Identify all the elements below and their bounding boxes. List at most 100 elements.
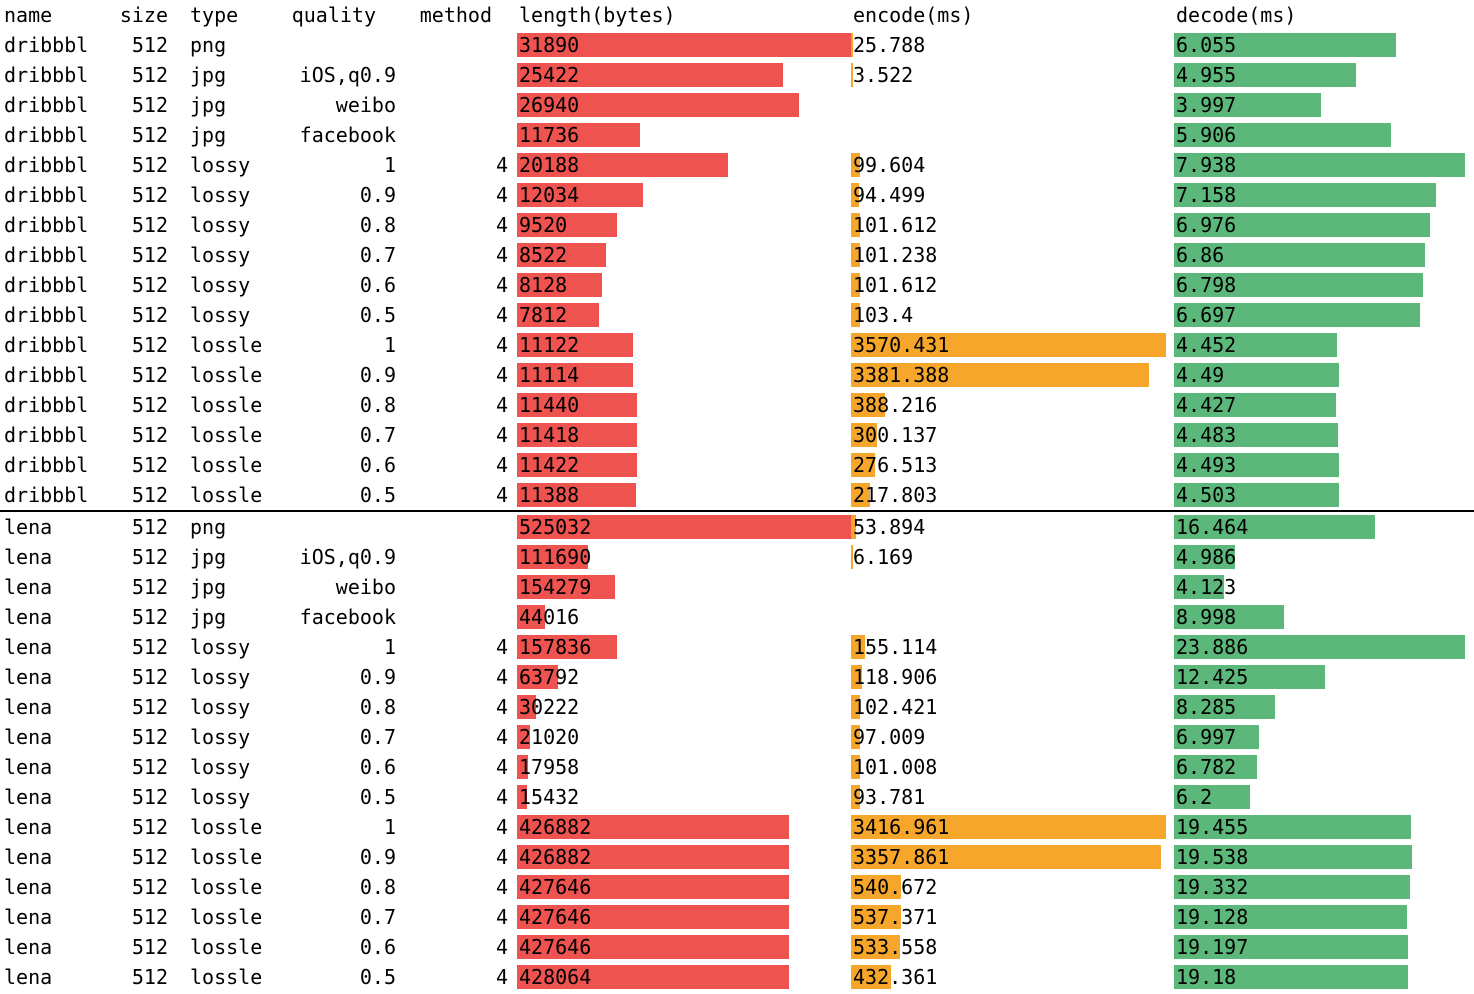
cell-size: 512 [131,755,168,779]
cell-type: lossle [190,363,263,387]
cell-name: dribbbl [4,213,89,237]
cell-method: 4 [495,423,508,447]
encode-bar [851,153,860,177]
cell-name: lena [4,665,53,689]
decode-bar [1174,93,1321,117]
cell-decode: 7.158 [1174,180,1474,210]
cell-size: 512 [131,33,168,57]
cell-type: jpg [190,93,227,117]
cell-method: 4 [495,363,508,387]
decode-value: 4.49 [1176,363,1225,387]
table-row: lena 512 jpg iOS,q0.9 111690 6.169 4.986 [0,542,1474,572]
cell-type: jpg [190,545,227,569]
cell-length: 15432 [517,782,851,812]
cell-length: 426882 [517,842,851,872]
cell-type: lossle [190,483,263,507]
length-bar [517,875,789,899]
length-value: 8522 [519,243,568,267]
cell-encode: 97.009 [851,722,1174,752]
table-header: name size type quality method length(byt… [0,0,1474,30]
cell-decode: 5.906 [1174,120,1474,150]
cell-length: 157836 [517,632,851,662]
table-row: lena 512 lossy 1 4 157836 155.114 23.886 [0,632,1474,662]
decode-value: 8.998 [1176,605,1237,629]
cell-name: lena [4,905,53,929]
table-row: dribbbl 512 jpg facebook 11736 5.906 [0,120,1474,150]
decode-value: 19.538 [1176,845,1249,869]
decode-bar [1174,605,1284,629]
length-bar [517,363,633,387]
table-row: lena 512 png 525032 53.894 16.464 [0,512,1474,542]
encode-value: 3357.861 [853,845,950,869]
cell-method: 4 [495,243,508,267]
encode-bar [851,515,856,539]
cell-length: 26940 [517,90,851,120]
encode-value: 103.4 [853,303,914,327]
table-row: lena 512 lossle 0.6 4 427646 533.558 19.197 [0,932,1474,962]
table-row: dribbbl 512 lossle 0.7 4 11418 300.137 4.483 [0,420,1474,450]
cell-type: jpg [190,575,227,599]
cell-name: dribbbl [4,333,89,357]
column-gap [508,542,517,572]
cell-size: 512 [131,63,168,87]
length-bar [517,333,633,357]
length-value: 8128 [519,273,568,297]
encode-bar [851,273,860,297]
table-row: lena 512 lossle 1 4 426882 3416.961 19.455 [0,812,1474,842]
cell-name: dribbbl [4,33,89,57]
cell-quality: facebook [299,123,396,147]
encode-bar [851,213,860,237]
cell-method: 4 [495,725,508,749]
encode-value: 3570.431 [853,333,950,357]
length-bar [517,695,536,719]
cell-type: lossy [190,183,251,207]
cell-quality: 0.9 [359,845,396,869]
cell-encode: 3570.431 [851,330,1174,360]
column-gap [508,450,517,480]
cell-size: 512 [131,665,168,689]
table-row: dribbbl 512 lossy 0.6 4 8128 101.612 6.798 [0,270,1474,300]
length-value: 7812 [519,303,568,327]
cell-size: 512 [131,483,168,507]
cell-method: 4 [495,755,508,779]
col-header-encode: encode(ms) [853,3,974,27]
cell-name: lena [4,545,53,569]
decode-value: 6.055 [1176,33,1237,57]
encode-bar [851,393,885,417]
col-header-quality: quality [291,3,376,27]
length-value: 11418 [519,423,580,447]
cell-type: lossy [190,303,251,327]
cell-encode: 99.604 [851,150,1174,180]
encode-value: 432.361 [853,965,938,989]
table-row: lena 512 lossy 0.6 4 17958 101.008 6.782 [0,752,1474,782]
table-row: lena 512 lossle 0.7 4 427646 537.371 19.128 [0,902,1474,932]
cell-name: lena [4,755,53,779]
cell-type: jpg [190,123,227,147]
decode-bar [1174,515,1375,539]
cell-type: lossle [190,905,263,929]
cell-encode: 3357.861 [851,842,1174,872]
table-row: dribbbl 512 lossy 0.7 4 8522 101.238 6.86 [0,240,1474,270]
cell-size: 512 [131,635,168,659]
length-bar [517,845,789,869]
length-bar [517,665,558,689]
cell-quality: 0.5 [359,965,396,989]
decode-bar [1174,33,1396,57]
cell-quality: 1 [383,333,396,357]
cell-encode: 101.612 [851,210,1174,240]
column-gap [508,480,517,510]
cell-decode: 8.998 [1174,602,1474,632]
cell-length: 427646 [517,932,851,962]
cell-encode [851,572,1174,602]
length-bar [517,545,588,569]
cell-decode: 4.955 [1174,60,1474,90]
cell-quality: 0.9 [359,665,396,689]
decode-bar [1174,423,1338,447]
encode-value: 3381.388 [853,363,950,387]
cell-encode: 276.513 [851,450,1174,480]
encode-value: 300.137 [853,423,938,447]
cell-type: lossy [190,725,251,749]
encode-value: 276.513 [853,453,938,477]
column-gap [508,572,517,602]
decode-bar [1174,815,1411,839]
